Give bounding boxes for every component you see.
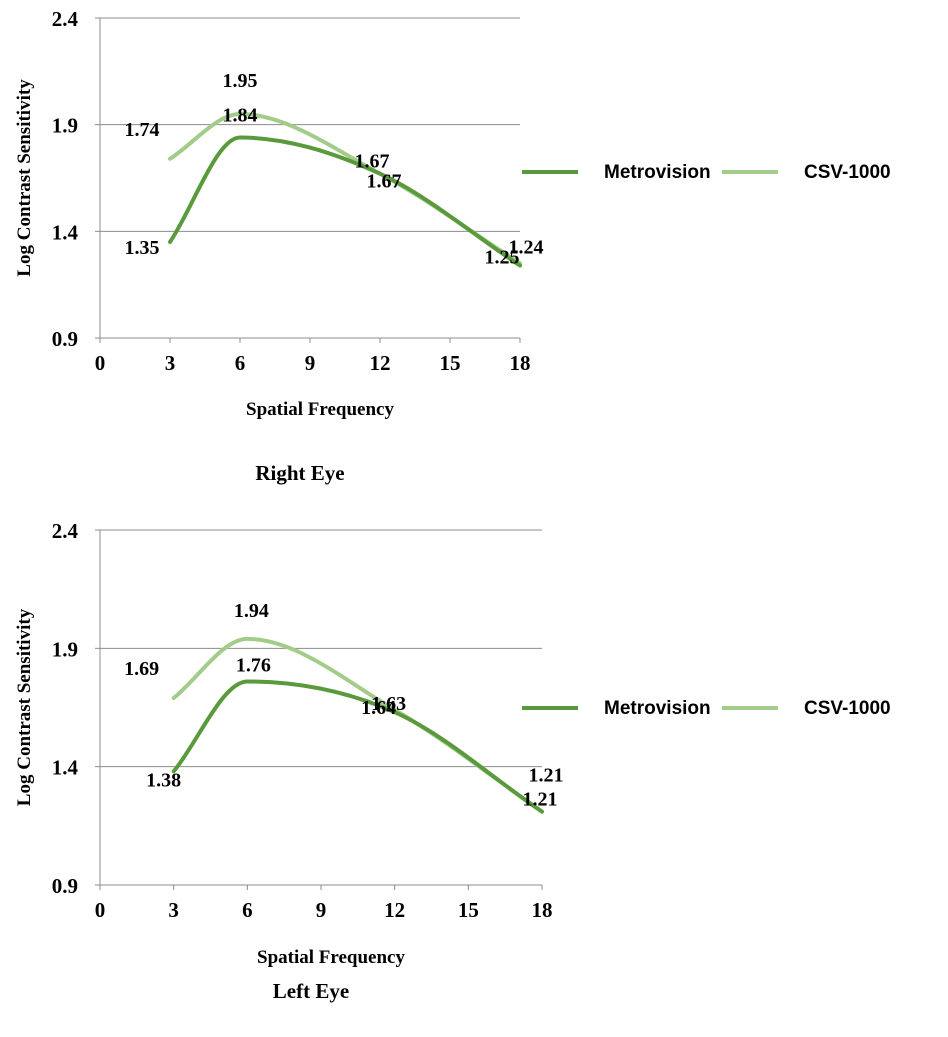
left-chart-series-line-csv-1000	[171, 636, 544, 814]
right-chart-data-label-csv-1000: 1.25	[485, 246, 520, 268]
left-chart-y-tick-label: 0.9	[52, 874, 78, 898]
right-chart-series-line-csv-1000	[168, 111, 522, 266]
left-chart-data-label-csv-1000: 1.21	[529, 765, 564, 787]
left-chart-data-label-csv-1000: 1.64	[361, 697, 396, 719]
right-chart-y-tick-label: 0.9	[52, 327, 78, 351]
right-chart-x-tick-label: 18	[510, 351, 531, 375]
right-chart-x-tick-label: 0	[95, 351, 106, 375]
right-chart-x-axis-label: Spatial Frequency	[246, 399, 394, 420]
right-chart-x-tick-label: 6	[235, 351, 246, 375]
left-chart-x-tick-label: 15	[458, 898, 479, 922]
left-chart-x-axis-label: Spatial Frequency	[257, 947, 405, 968]
right-chart-data-label-metrovision: 1.35	[125, 237, 160, 259]
left-chart-data-label-csv-1000: 1.69	[124, 658, 159, 680]
right-chart-data-label-csv-1000: 1.95	[223, 70, 258, 92]
left-chart-x-tick-label: 12	[384, 898, 405, 922]
left-chart-x-tick-label: 6	[242, 898, 253, 922]
left-chart-y-tick-label: 1.4	[52, 756, 79, 780]
left-chart-x-tick-label: 0	[95, 898, 106, 922]
left-chart-series-line-metrovision	[171, 679, 544, 814]
left-chart-data-label-metrovision: 1.21	[523, 789, 558, 811]
left-chart-y-axis-label: Log Contrast Sensitivity	[14, 608, 35, 806]
left-chart-data-label-metrovision: 1.76	[236, 654, 271, 676]
right-chart-y-axis-label: Log Contrast Sensitivity	[14, 79, 35, 277]
right-chart-legend-label-csv-1000: CSV-1000	[804, 162, 891, 183]
left-chart-x-tick-label: 18	[532, 898, 553, 922]
left-chart-legend-label-csv-1000: CSV-1000	[804, 698, 891, 719]
right-chart-legend-label-metrovision: Metrovision	[604, 162, 711, 183]
right-chart-y-tick-label: 2.4	[52, 7, 79, 31]
right-chart-y-tick-label: 1.9	[52, 114, 78, 138]
left-chart-title: Left Eye	[273, 979, 349, 1003]
right-chart-data-label-csv-1000: 1.74	[125, 119, 160, 141]
left-chart-data-label-metrovision: 1.38	[146, 769, 181, 791]
left-chart-y-tick-label: 1.9	[52, 637, 78, 661]
right-chart-data-label-metrovision: 1.67	[355, 151, 390, 173]
right-chart-title: Right Eye	[255, 461, 344, 485]
right-chart-x-tick-label: 15	[440, 351, 461, 375]
right-chart-x-tick-label: 3	[165, 351, 176, 375]
left-chart-legend-label-metrovision: Metrovision	[604, 698, 711, 719]
right-chart-y-tick-label: 1.4	[52, 220, 79, 244]
right-chart-data-label-metrovision: 1.24	[509, 236, 544, 258]
left-chart-x-tick-label: 9	[316, 898, 327, 922]
right-chart-x-tick-label: 12	[370, 351, 391, 375]
right-chart-series-line-metrovision	[168, 135, 522, 268]
left-chart-y-tick-label: 2.4	[52, 519, 79, 543]
left-chart-x-tick-label: 3	[168, 898, 179, 922]
right-chart-data-label-metrovision: 1.84	[223, 104, 258, 126]
right-chart-data-label-csv-1000: 1.67	[367, 171, 402, 193]
right-chart-x-tick-label: 9	[305, 351, 316, 375]
left-chart-data-label-csv-1000: 1.94	[234, 600, 269, 622]
left-chart-data-label-metrovision: 1.63	[371, 693, 406, 715]
